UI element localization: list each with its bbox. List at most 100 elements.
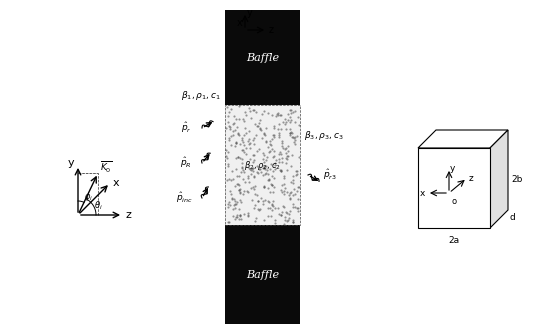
Point	[255, 166, 264, 171]
Point	[259, 217, 268, 223]
Point	[245, 146, 254, 151]
Point	[244, 173, 253, 179]
Point	[259, 108, 268, 114]
Point	[250, 175, 258, 180]
Point	[253, 207, 262, 212]
Point	[240, 211, 248, 217]
Point	[274, 135, 283, 140]
Point	[288, 217, 297, 223]
Point	[291, 138, 300, 143]
Point	[229, 206, 237, 211]
Point	[272, 157, 280, 162]
Point	[242, 145, 251, 151]
Point	[291, 205, 300, 210]
Point	[291, 141, 299, 147]
Point	[252, 192, 261, 198]
Point	[268, 207, 277, 213]
Point	[225, 123, 234, 129]
Text: y: y	[67, 158, 74, 168]
Point	[248, 166, 257, 172]
Point	[265, 141, 274, 147]
Point	[237, 156, 246, 162]
Point	[250, 136, 258, 141]
Point	[251, 202, 259, 207]
Text: x: x	[113, 178, 120, 188]
Text: 2a: 2a	[448, 236, 460, 245]
Point	[226, 133, 235, 139]
Point	[265, 176, 273, 182]
Point	[285, 211, 294, 217]
Point	[247, 167, 255, 173]
Bar	[225, 225, 300, 324]
Point	[264, 185, 273, 191]
Point	[288, 109, 297, 114]
Point	[231, 166, 240, 172]
Point	[260, 184, 268, 189]
Point	[239, 176, 248, 182]
Point	[270, 176, 279, 181]
Point	[259, 183, 268, 189]
Point	[279, 145, 287, 150]
Text: y: y	[450, 164, 455, 173]
Point	[286, 180, 295, 185]
Point	[236, 190, 245, 195]
Point	[222, 153, 231, 159]
Point	[264, 206, 272, 211]
Point	[260, 131, 268, 136]
Point	[282, 209, 291, 215]
Point	[240, 188, 248, 194]
Point	[280, 221, 288, 226]
Bar	[225, 105, 300, 225]
Point	[265, 177, 273, 183]
Point	[272, 113, 280, 118]
Point	[241, 113, 250, 118]
Point	[245, 165, 253, 171]
Text: z: z	[269, 25, 274, 35]
Point	[231, 139, 240, 144]
Point	[254, 170, 263, 176]
Point	[255, 146, 264, 152]
Point	[236, 213, 244, 218]
Point	[263, 172, 272, 177]
Point	[264, 199, 272, 204]
Point	[253, 148, 261, 153]
Point	[252, 110, 260, 115]
Point	[245, 140, 254, 146]
Point	[279, 174, 288, 179]
Point	[270, 124, 278, 129]
Point	[259, 160, 268, 165]
Point	[276, 168, 285, 173]
Point	[286, 120, 294, 125]
Point	[270, 153, 279, 158]
Point	[236, 187, 244, 192]
Point	[292, 169, 301, 174]
Point	[278, 160, 286, 165]
Point	[222, 125, 231, 130]
Point	[280, 117, 289, 122]
Point	[227, 195, 236, 201]
Point	[293, 188, 301, 193]
Point	[241, 126, 250, 131]
Point	[285, 215, 293, 220]
Point	[255, 206, 264, 211]
Point	[246, 166, 254, 171]
Point	[255, 208, 264, 213]
Point	[237, 200, 245, 205]
Point	[258, 111, 267, 116]
Point	[280, 146, 289, 151]
Point	[231, 214, 240, 219]
Point	[238, 164, 246, 169]
Point	[266, 182, 275, 187]
Point	[286, 131, 294, 136]
Point	[229, 177, 238, 182]
Text: $\phi_i$: $\phi_i$	[84, 190, 93, 203]
Point	[226, 143, 235, 148]
Point	[289, 134, 298, 140]
Point	[267, 182, 276, 188]
Point	[238, 161, 247, 166]
Point	[251, 218, 259, 224]
Point	[282, 160, 291, 166]
Point	[225, 202, 234, 207]
Point	[248, 108, 257, 113]
Point	[263, 168, 272, 173]
